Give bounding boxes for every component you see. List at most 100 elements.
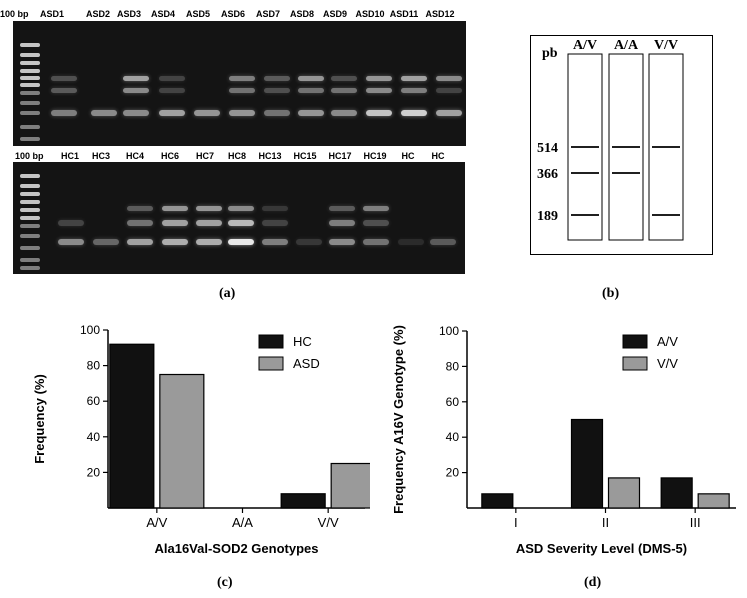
x-tick-label: V/V [318,515,339,530]
bottom-gel-marker-label: 100 bp [15,151,44,161]
top-gel-band-189 [401,110,427,116]
legend-label: A/V [657,334,678,349]
top-gel-band-514 [401,76,427,81]
legend-label: V/V [657,356,678,371]
ladder-band [20,258,40,262]
bar-av [570,418,604,509]
x-axis-title: ASD Severity Level (DMS-5) [516,541,687,556]
ladder-band [20,91,40,95]
top-gel-band-189 [331,110,357,116]
bottom-gel-lane-label: HC19 [363,151,387,161]
top-gel-band-189 [264,110,290,116]
top-gel-lane-label: ASD12 [425,9,455,19]
y-axis-title: Frequency A16V Genotype (%) [391,325,406,514]
bottom-gel-lane-label: HC [431,151,445,161]
y-tick-label: 80 [446,359,460,373]
ladder-band [20,76,40,80]
top-gel-lane-label: ASD3 [116,9,142,19]
bottom-gel-band-366 [228,220,254,226]
top-gel-band-514 [298,76,324,81]
bar-vv [697,493,730,509]
legend-swatch [622,334,648,349]
bottom-gel-lane-label: HC13 [258,151,282,161]
bottom-gel-band-189 [262,239,288,245]
ladder-band [20,234,40,238]
bottom-gel-lane-label: HC1 [60,151,80,161]
top-gel-band-366 [264,88,290,93]
bar-asd [159,373,205,509]
top-gel-lane-label: ASD4 [150,9,176,19]
y-tick-label: 20 [446,466,460,480]
bottom-gel-band-366 [196,220,222,226]
bottom-gel-lane-label: HC6 [160,151,180,161]
ladder-band [20,101,40,105]
legend-label: ASD [293,356,320,371]
legend-label: HC [293,334,312,349]
bottom-gel-band-189 [196,239,222,245]
ladder-band [20,61,40,65]
top-gel-band-514 [366,76,392,81]
top-gel-band-189 [298,110,324,116]
top-gel-band-189 [229,110,255,116]
bar-av [481,493,514,509]
bottom-gel-lane-label: HC3 [91,151,111,161]
ladder-band [20,137,40,141]
top-gel-image [13,21,466,146]
bottom-gel-lane-label: HC4 [125,151,145,161]
bottom-gel-band-514 [228,206,254,211]
bottom-gel-band-366 [262,220,288,226]
schematic-lane-label: A/V [573,38,597,53]
y-tick-label: 80 [87,359,101,373]
bar-hc [280,493,326,509]
top-gel-lane-label: ASD2 [85,9,111,19]
bottom-gel-lane-label: HC8 [227,151,247,161]
top-gel-band-366 [436,88,462,93]
bottom-gel-band-366 [58,220,84,226]
x-tick-label: A/A [232,515,253,530]
bottom-gel-band-514 [162,206,188,211]
legend-swatch [622,356,648,371]
y-tick-label: 60 [446,395,460,409]
ladder-band [20,53,40,57]
top-gel-band-366 [298,88,324,93]
bar-vv [607,477,641,509]
ladder-band [20,83,40,87]
x-tick-label: I [514,515,518,530]
bottom-gel-lane-label: HC17 [328,151,352,161]
top-gel-band-189 [51,110,77,116]
bottom-gel-band-189 [162,239,188,245]
top-gel-band-189 [91,110,117,116]
bottom-gel-band-514 [363,206,389,211]
bottom-gel-band-189 [398,239,424,245]
y-axis-title: Frequency (%) [32,374,47,464]
ladder-band [20,216,40,220]
top-gel-marker-label: 100 bp [0,9,29,19]
top-gel-band-366 [401,88,427,93]
y-tick-label: 60 [87,394,101,408]
bottom-gel-band-189 [329,239,355,245]
top-gel-band-189 [159,110,185,116]
schematic-lanes: A/V A/A V/V 514 366 189 [537,38,684,241]
top-gel-band-514 [331,76,357,81]
schematic-unit-label: pb [542,46,558,61]
top-gel-lane-label: ASD7 [255,9,281,19]
top-gel-lane-label: ASD10 [355,9,385,19]
bottom-gel-lane-label: HC [401,151,415,161]
top-gel-band-189 [194,110,220,116]
y-tick-label: 100 [439,324,459,338]
ladder-band [20,111,40,115]
panel-c-label: (c) [217,575,233,590]
top-gel-band-189 [123,110,149,116]
panel-d-label: (d) [584,575,602,590]
schematic-size-label: 514 [537,141,558,156]
ladder-band [20,200,40,204]
top-gel-band-366 [331,88,357,93]
y-tick-label: 100 [80,323,100,337]
ladder-band [20,174,40,178]
top-gel-band-189 [366,110,392,116]
top-gel-lane-label: ASD11 [389,9,419,19]
ladder-band [20,224,40,228]
legend-swatch [258,334,284,349]
top-gel-band-366 [366,88,392,93]
